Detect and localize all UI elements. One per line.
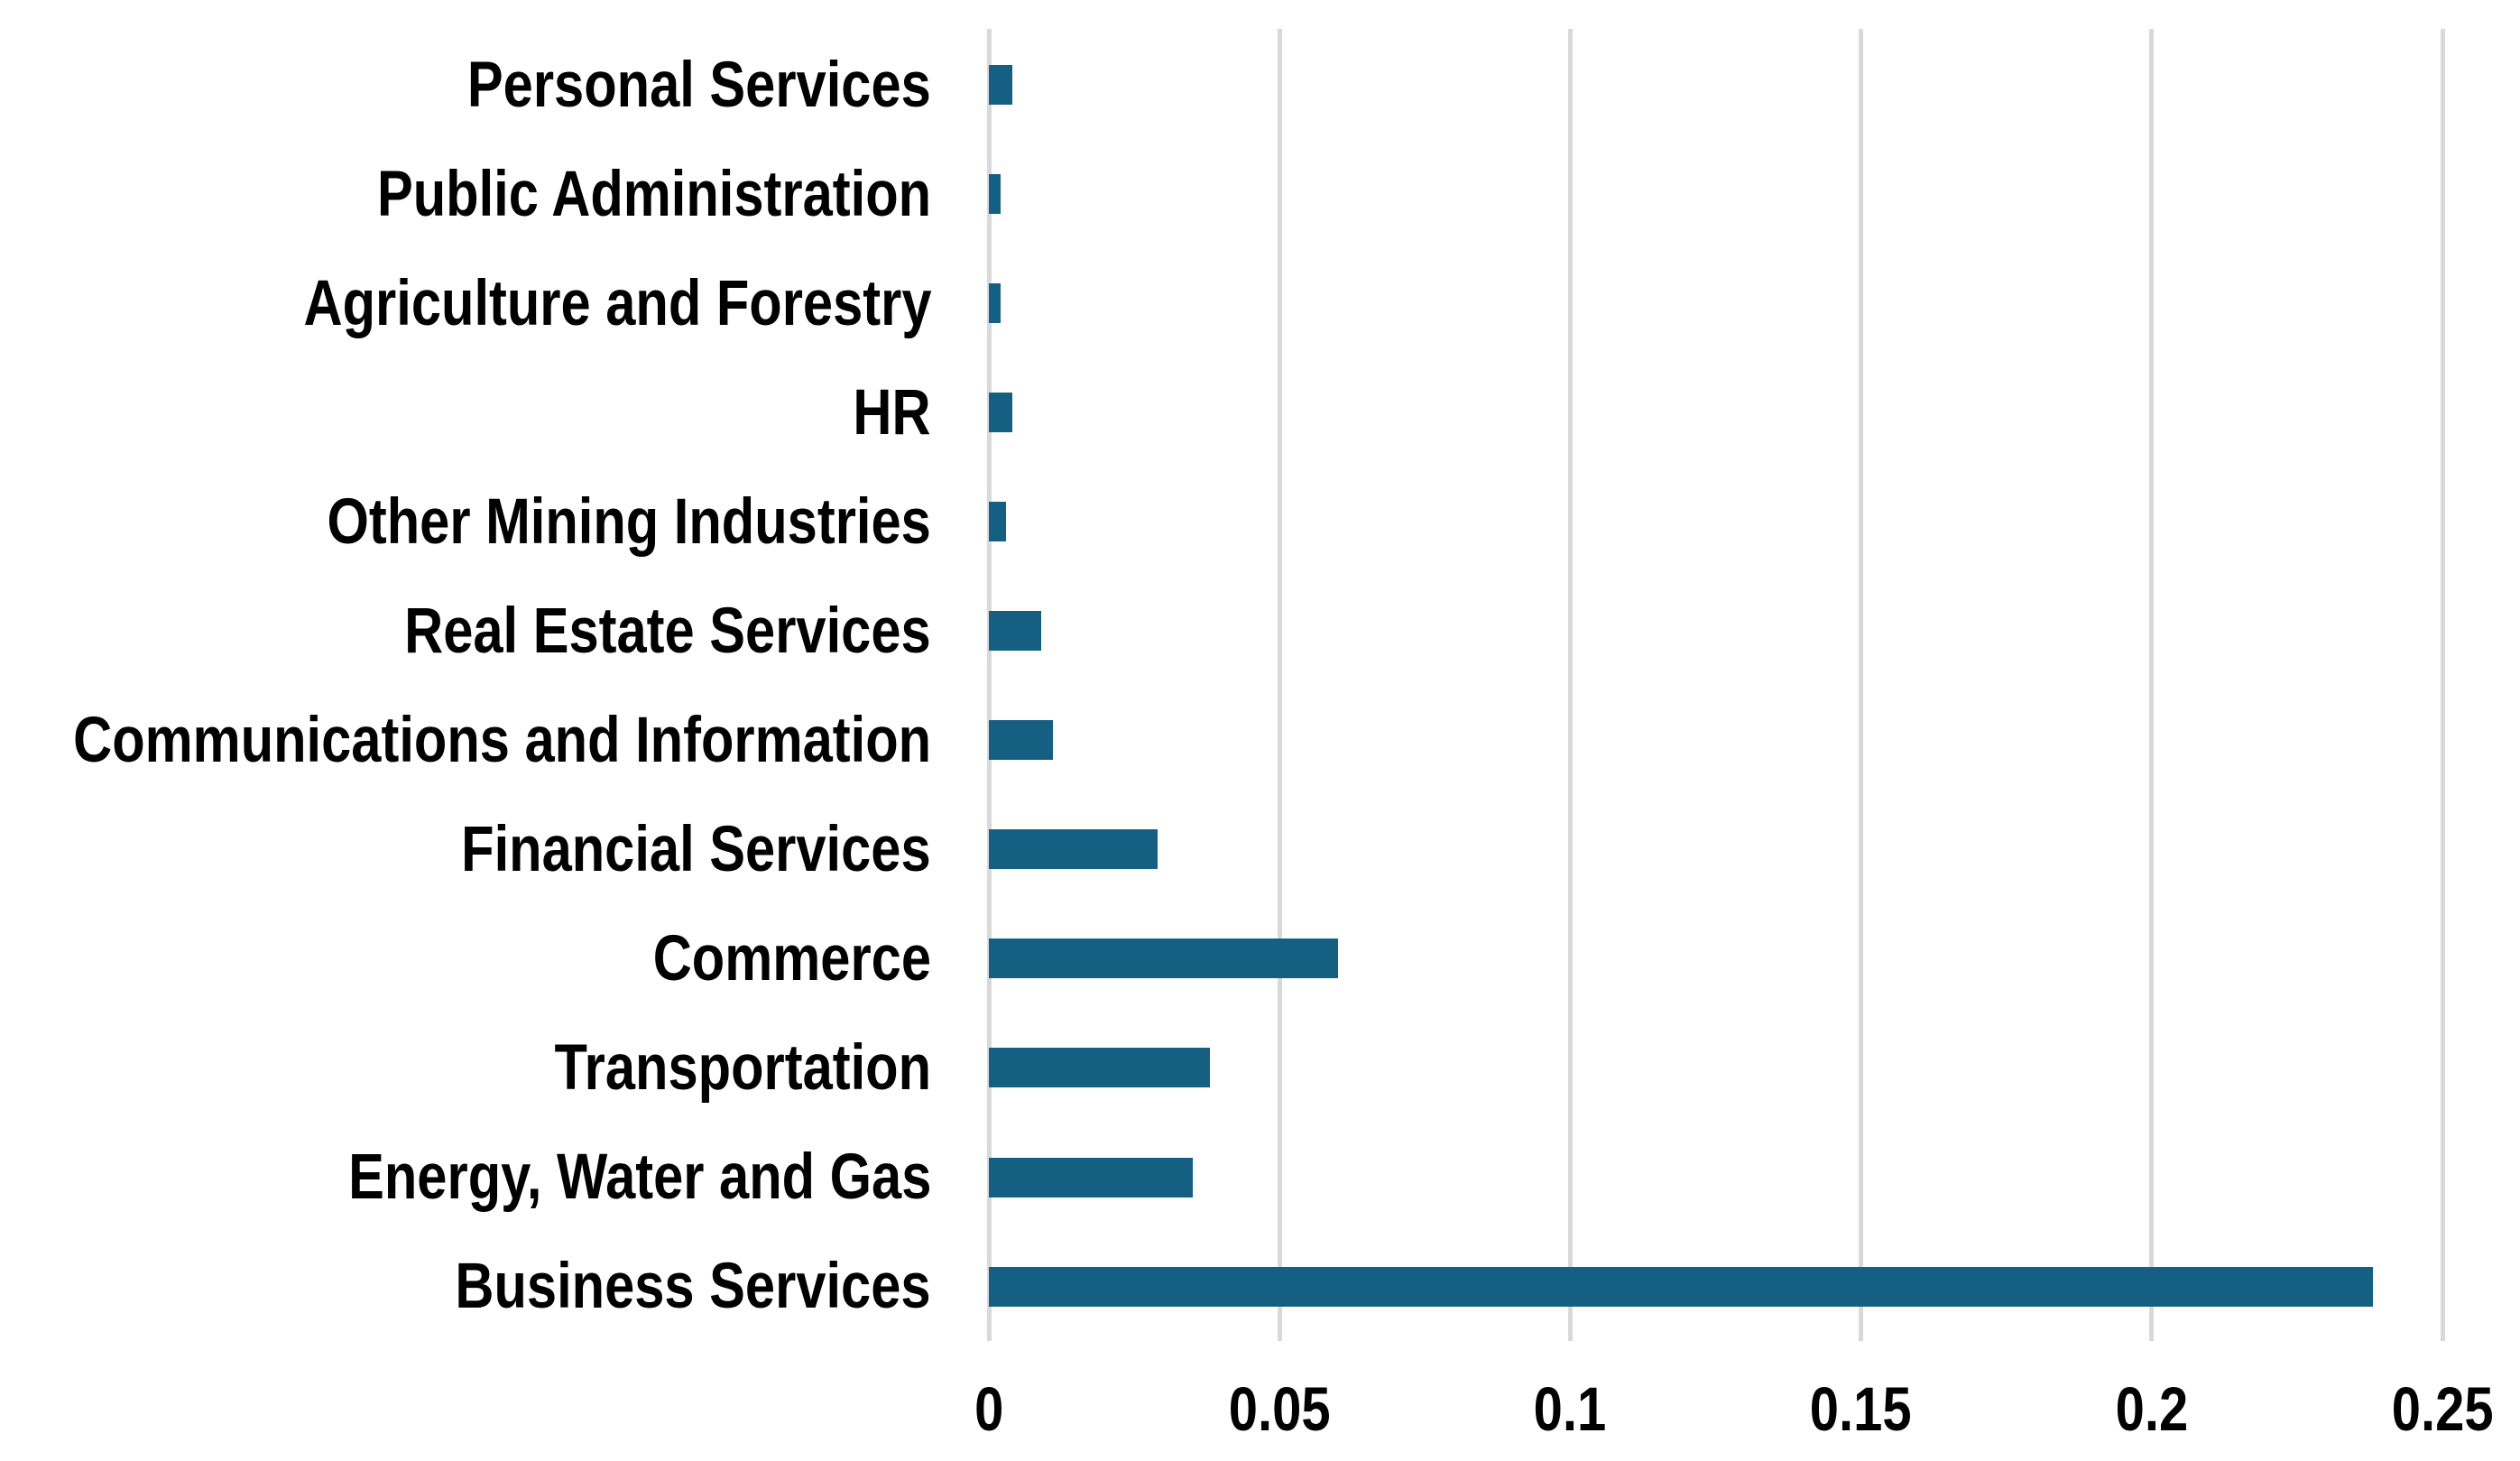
bar-public-administration: [989, 174, 1001, 215]
x-tick-label-0.2: 0.2: [1926, 1373, 2377, 1445]
category-label-personal-services: Personal Services: [0, 31, 931, 140]
gridline-0: [986, 29, 992, 1341]
bar-business-services: [989, 1266, 2373, 1307]
category-label-hr: HR: [0, 358, 931, 467]
bar-personal-services: [989, 65, 1012, 106]
x-tick-text: 0.25: [2391, 1374, 2494, 1444]
category-label-other-mining-industries: Other Mining Industries: [0, 467, 931, 577]
x-tick-label-0.15: 0.15: [1636, 1373, 2087, 1445]
x-tick-label-0.1: 0.1: [1344, 1373, 1795, 1445]
bar-financial-services: [989, 829, 1158, 870]
category-label-business-services: Business Services: [0, 1232, 931, 1341]
bar-other-mining-industries: [989, 502, 1007, 542]
category-label-text: Real Estate Services: [404, 595, 931, 667]
bar-real-estate-services: [989, 611, 1041, 652]
category-label-text: Commerce: [652, 922, 931, 994]
x-tick-text: 0.15: [1810, 1374, 1912, 1444]
gridline-0.15: [1859, 29, 1864, 1341]
category-label-text: Public Administration: [376, 158, 931, 230]
x-tick-text: 0.05: [1228, 1374, 1331, 1444]
category-label-text: Transportation: [554, 1031, 931, 1104]
category-label-text: Energy, Water and Gas: [347, 1142, 931, 1214]
category-label-public-administration: Public Administration: [0, 140, 931, 249]
category-label-text: Communications and Information: [73, 704, 931, 776]
category-label-communications-and-information: Communications and Information: [0, 686, 931, 795]
category-label-agriculture-and-forestry: Agriculture and Forestry: [0, 249, 931, 358]
category-label-text: Personal Services: [467, 49, 931, 121]
category-label-real-estate-services: Real Estate Services: [0, 577, 931, 686]
category-label-energy-water-and-gas: Energy, Water and Gas: [0, 1123, 931, 1232]
x-tick-text: 0.1: [1534, 1374, 1607, 1444]
bar-energy-water-and-gas: [989, 1157, 1193, 1197]
category-label-text: HR: [853, 376, 931, 448]
category-label-financial-services: Financial Services: [0, 795, 931, 904]
category-label-text: Financial Services: [461, 813, 931, 885]
gridline-0.25: [2440, 29, 2445, 1341]
x-tick-label-0.05: 0.05: [1054, 1373, 1505, 1445]
category-label-text: Other Mining Industries: [327, 485, 931, 558]
bar-transportation: [989, 1048, 1210, 1088]
category-label-text: Agriculture and Forestry: [303, 267, 931, 339]
gridline-0.05: [1277, 29, 1282, 1341]
category-label-commerce: Commerce: [0, 904, 931, 1013]
category-label-text: Business Services: [455, 1251, 931, 1323]
bar-commerce: [989, 939, 1338, 979]
gridline-0.2: [2149, 29, 2155, 1341]
x-tick-text: 0.2: [2115, 1374, 2189, 1444]
x-tick-text: 0: [974, 1374, 1004, 1444]
x-tick-label-0: 0: [763, 1373, 1214, 1445]
bar-communications-and-information: [989, 720, 1053, 761]
category-label-transportation: Transportation: [0, 1013, 931, 1123]
bar-hr: [989, 393, 1012, 433]
gridline-0.1: [1567, 29, 1573, 1341]
x-tick-label-0.25: 0.25: [2217, 1373, 2520, 1445]
bar-agriculture-and-forestry: [989, 283, 1001, 324]
